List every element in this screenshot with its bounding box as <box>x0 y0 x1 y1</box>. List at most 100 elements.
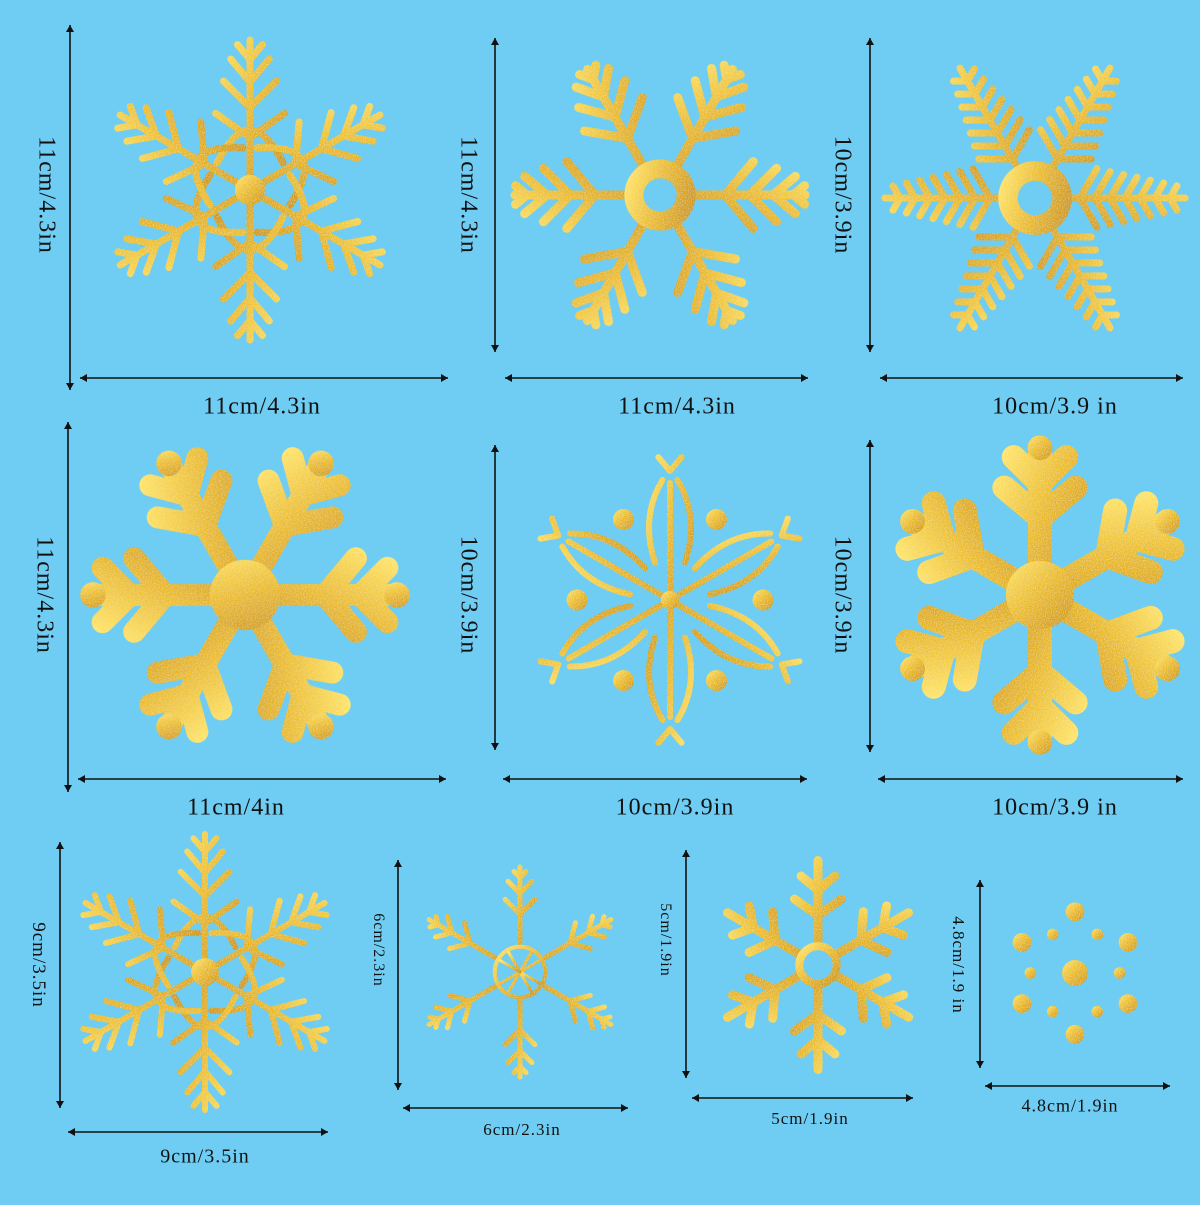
snowflake-center <box>209 559 281 631</box>
snowflake-spoke <box>506 970 522 994</box>
height-label: 10cm/3.9in <box>829 535 856 655</box>
snowflake-tip <box>308 713 334 740</box>
snowflake-arm <box>895 583 1052 699</box>
snowflake-dot <box>613 670 634 692</box>
snowflake-arm <box>1037 64 1120 179</box>
snowflake-arm <box>542 984 614 1031</box>
snowflake-arm <box>139 447 256 606</box>
snowflake-arm <box>646 597 694 746</box>
snowflake-dot <box>706 508 727 530</box>
snowflake-d <box>80 447 410 743</box>
snowflake-arm <box>537 597 673 685</box>
snowflake-center <box>661 591 679 609</box>
height-label: 11cm/4.3in <box>33 136 60 254</box>
snowflake-arm <box>832 971 913 1029</box>
snowflake-arm <box>542 913 614 960</box>
snowflake-arm <box>212 201 288 344</box>
arrowhead <box>66 383 74 390</box>
arrowhead <box>906 1094 913 1102</box>
snowflake-arm <box>571 60 649 172</box>
snowflake-dot <box>566 589 588 611</box>
arrowhead <box>692 1094 699 1102</box>
snowflake-arm <box>170 831 240 962</box>
snowflake-tip <box>308 450 334 477</box>
snowflake-spoke <box>498 970 522 986</box>
snowflake-arm <box>895 491 1052 607</box>
arrowhead <box>866 745 874 752</box>
snowflake-spoke <box>518 970 542 986</box>
width-label: 9cm/3.5in <box>160 1145 250 1168</box>
snowflake-arm <box>1037 217 1120 332</box>
snowflake-arm <box>114 171 247 278</box>
snowflake-arm <box>992 440 1088 607</box>
snowflake-arm <box>86 547 256 643</box>
snowflake-tip <box>1155 508 1180 534</box>
snowflake-tip <box>384 582 410 608</box>
snowflake-dot <box>1024 967 1037 979</box>
arrowhead <box>682 1071 690 1078</box>
snowflake-arm <box>502 998 538 1080</box>
snowflake-center <box>235 175 265 205</box>
arrowhead <box>1176 775 1183 783</box>
height-label: 10cm/3.9in <box>829 135 856 255</box>
snowflake-arm <box>881 165 1012 231</box>
height-label: 4.8cm/1.9 in <box>949 916 968 1014</box>
arrowhead <box>880 374 887 382</box>
snowflake-arm <box>426 984 498 1031</box>
snowflake-arm <box>992 583 1088 750</box>
arrowhead <box>866 345 874 352</box>
snowflake-arm <box>671 218 749 330</box>
snowflake-arm <box>234 547 404 643</box>
snowflake-arm <box>1028 491 1185 607</box>
snowflake-dot <box>1065 902 1085 922</box>
width-label: 10cm/3.9 in <box>992 393 1118 420</box>
arrowhead <box>491 445 499 452</box>
snowflake-dot <box>1091 1005 1104 1018</box>
snowflake-arm <box>139 584 256 743</box>
snowflake-dot <box>1118 994 1138 1013</box>
arrowhead <box>505 374 512 382</box>
arrowhead <box>441 374 448 382</box>
arrowhead <box>64 785 72 792</box>
snowflake-tip <box>156 450 182 477</box>
snowflake-dot <box>1065 1024 1085 1044</box>
arrowhead <box>985 1082 992 1090</box>
snowflake-center <box>191 958 219 986</box>
snowflake-arm <box>208 955 330 1052</box>
snowflake-dot <box>1012 994 1032 1013</box>
arrowhead <box>866 440 874 447</box>
snowflake-arm <box>646 454 694 603</box>
snowflake-arm <box>80 955 202 1052</box>
arrowhead <box>491 743 499 750</box>
snowflake-center-ring <box>795 942 841 988</box>
height-label: 5cm/1.9in <box>657 903 674 977</box>
snowflake-spoke <box>518 950 534 974</box>
snowflake-spoke <box>498 958 522 974</box>
width-label: 10cm/3.9in <box>615 794 735 821</box>
snowflake-center-ring <box>998 161 1072 235</box>
snowflake-spoke <box>506 950 522 974</box>
snowflake-e <box>537 454 803 746</box>
arrowhead <box>621 1104 628 1112</box>
snowflake-dot <box>1113 967 1126 979</box>
snowflake-dot <box>752 589 774 611</box>
arrowhead <box>1176 374 1183 382</box>
snowflake-arm <box>1031 977 1065 1001</box>
snowflake-dot <box>1118 933 1138 952</box>
snowflake-arm <box>234 584 351 743</box>
snowflake-center <box>1062 960 1088 986</box>
snowflake-j <box>1012 902 1138 1044</box>
arrowhead <box>56 1101 64 1108</box>
arrowhead <box>878 775 885 783</box>
arrowhead <box>78 775 85 783</box>
snowflake-arm <box>723 901 804 959</box>
width-label: 11cm/4in <box>187 794 285 821</box>
width-label: 5cm/1.9in <box>771 1109 849 1128</box>
snowflake-arm <box>950 217 1033 332</box>
height-label: 11cm/4.3in <box>31 536 58 654</box>
snowflake-dot <box>706 670 727 692</box>
height-label: 11cm/4.3in <box>455 136 482 254</box>
arrowhead <box>56 842 64 849</box>
snowflake-arm <box>1031 945 1065 969</box>
